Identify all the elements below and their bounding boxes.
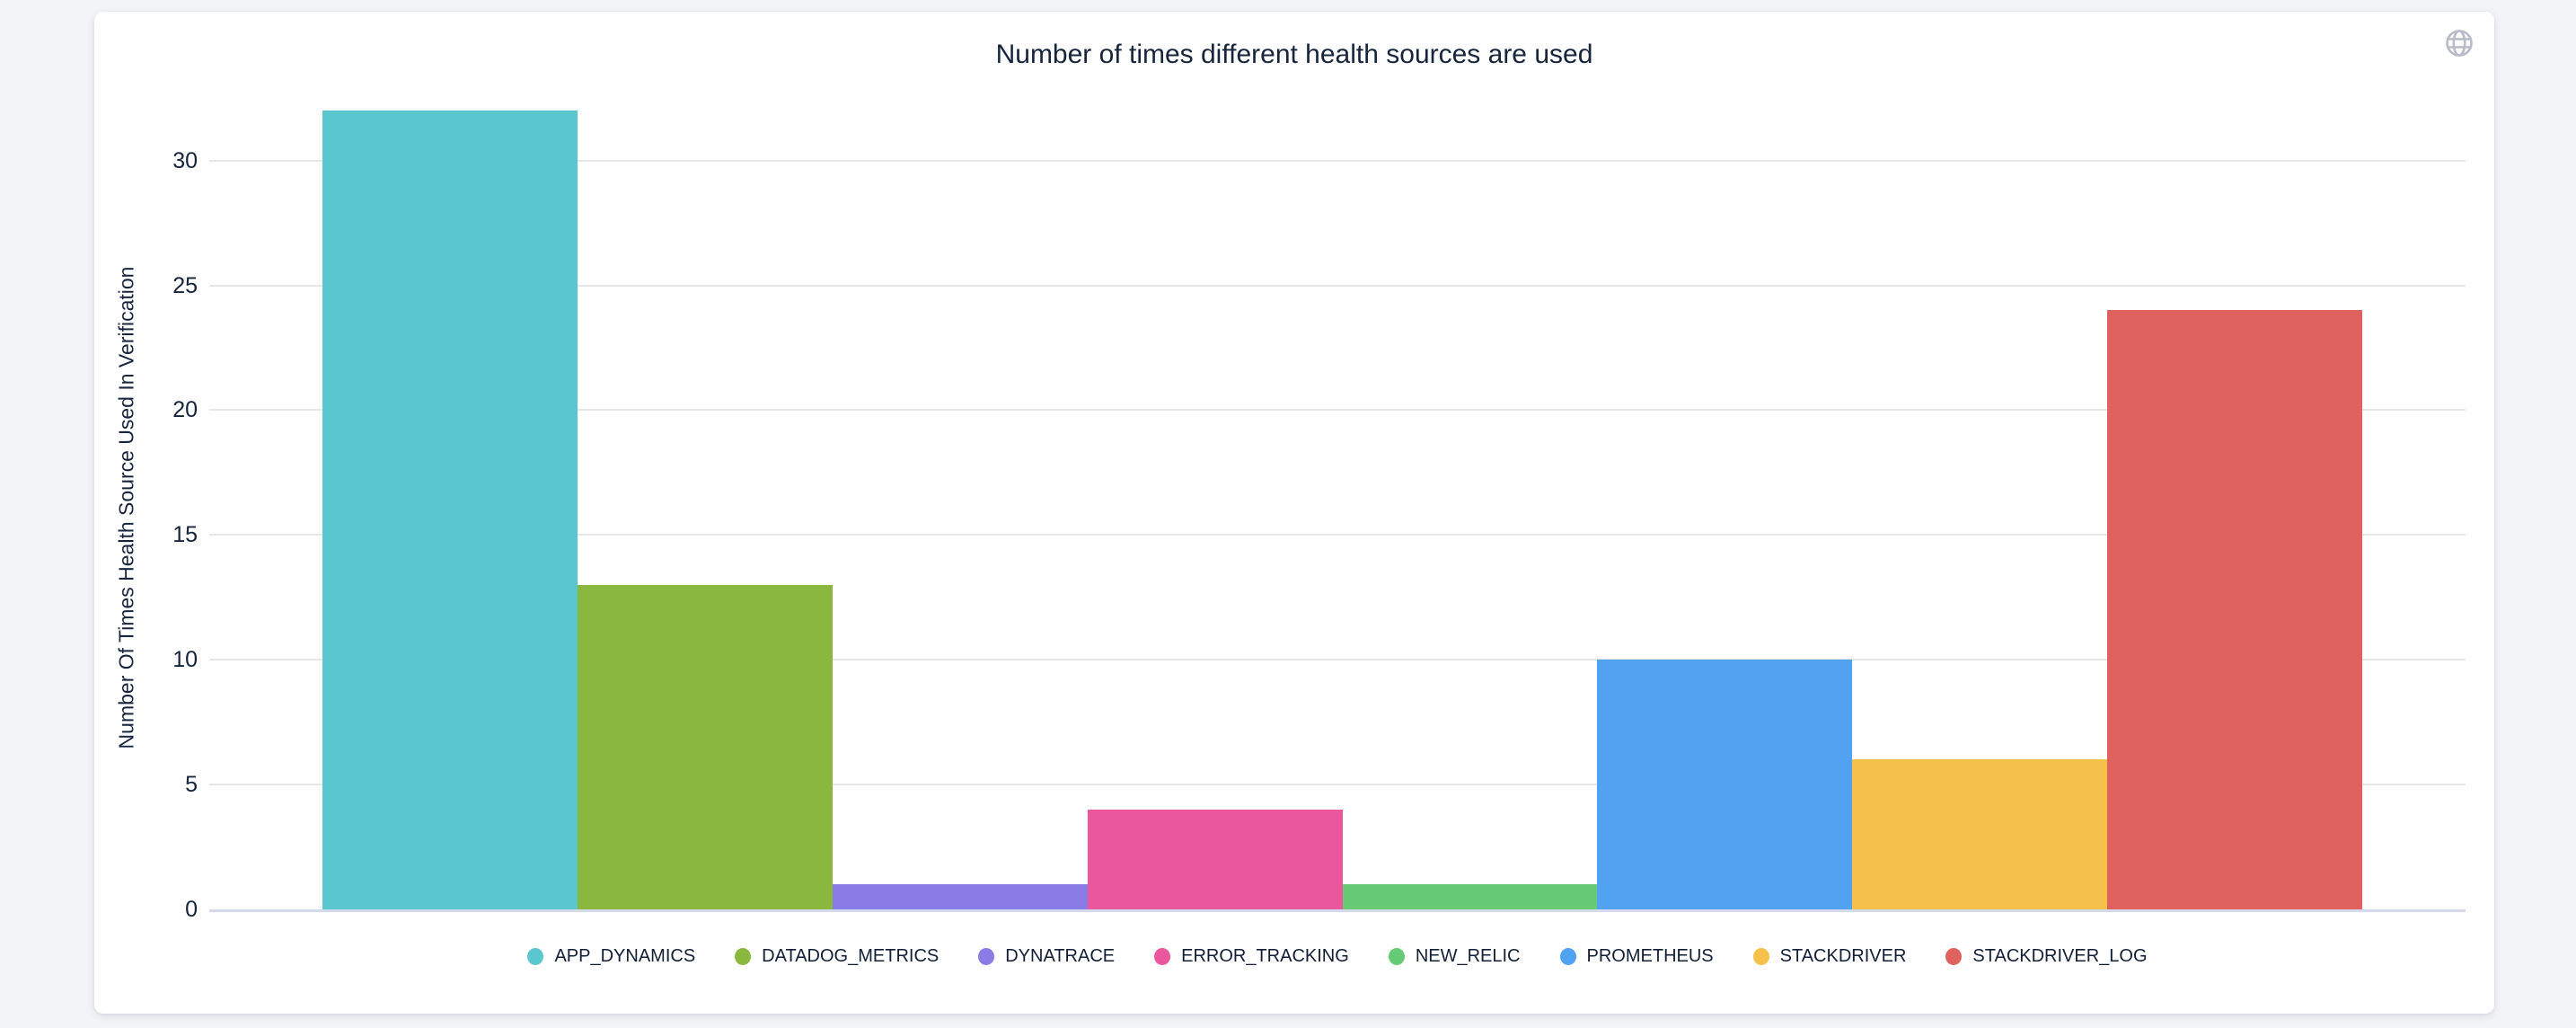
legend-dot-stackdriver (1752, 947, 1769, 965)
chart-card: Number of times different health sources… (94, 12, 2494, 1014)
gridline-15 (209, 534, 2466, 536)
legend-label: ERROR_TRACKING (1181, 945, 1349, 966)
legend-dot-datadog_metrics (735, 947, 752, 965)
gridline-5 (209, 784, 2466, 786)
legend-item-dynatrace[interactable]: DYNATRACE (978, 946, 1115, 967)
legend-item-datadog_metrics[interactable]: DATADOG_METRICS (735, 946, 939, 967)
legend-label: PROMETHEUS (1586, 945, 1714, 966)
legend-item-prometheus[interactable]: PROMETHEUS (1559, 945, 1714, 967)
legend-dot-error_tracking (1154, 947, 1171, 965)
bar-datadog_metrics[interactable] (578, 585, 833, 909)
legend-label: NEW_RELIC (1415, 945, 1521, 966)
y-tick-5: 5 (185, 772, 198, 798)
legend-item-app_dynamics[interactable]: APP_DYNAMICS (527, 946, 695, 967)
bar-stackdriver_log[interactable] (2107, 310, 2362, 909)
bar-app_dynamics[interactable] (322, 111, 578, 909)
legend-label: APP_DYNAMICS (554, 945, 696, 966)
legend-dot-app_dynamics (527, 947, 544, 965)
gridline-30 (209, 159, 2466, 162)
chart-title: Number of times different health sources… (995, 40, 1593, 69)
bar-prometheus[interactable] (1597, 660, 1852, 909)
legend-item-new_relic[interactable]: NEW_RELIC (1388, 945, 1521, 967)
legend-item-error_tracking[interactable]: ERROR_TRACKING (1154, 946, 1349, 967)
y-tick-0: 0 (185, 897, 198, 922)
legend-label: STACKDRIVER_LOG (1972, 945, 2148, 966)
y-tick-10: 10 (172, 647, 198, 673)
gridline-25 (209, 284, 2466, 287)
legend-label: DATADOG_METRICS (762, 945, 940, 966)
gridline-10 (209, 659, 2466, 661)
y-tick-30: 30 (172, 147, 198, 173)
legend-dot-new_relic (1388, 947, 1405, 965)
legend-item-stackdriver[interactable]: STACKDRIVER (1752, 945, 1907, 967)
legend: APP_DYNAMICS DATADOG_METRICS DYNATRACE ERRO… (209, 943, 2466, 970)
gridline-20 (209, 409, 2466, 412)
plot-area (209, 111, 2466, 912)
y-tick-20: 20 (172, 397, 198, 423)
globe-icon[interactable] (2444, 28, 2475, 58)
bar-dynatrace[interactable] (833, 884, 1088, 909)
y-tick-15: 15 (172, 522, 198, 548)
bar-new_relic[interactable] (1343, 884, 1597, 909)
bar-stackdriver[interactable] (1852, 759, 2107, 909)
y-tick-25: 25 (172, 272, 198, 298)
gridline-0 (209, 909, 2466, 912)
legend-label: STACKDRIVER (1779, 945, 1907, 966)
legend-item-stackdriver_log[interactable]: STACKDRIVER_LOG (1945, 945, 2148, 967)
y-axis-ticks: 0 5 10 15 20 25 30 (94, 111, 198, 922)
legend-dot-stackdriver_log (1945, 947, 1963, 965)
legend-dot-prometheus (1559, 947, 1576, 965)
bar-error_tracking[interactable] (1088, 810, 1343, 909)
legend-dot-dynatrace (978, 947, 995, 965)
legend-label: DYNATRACE (1005, 945, 1116, 966)
